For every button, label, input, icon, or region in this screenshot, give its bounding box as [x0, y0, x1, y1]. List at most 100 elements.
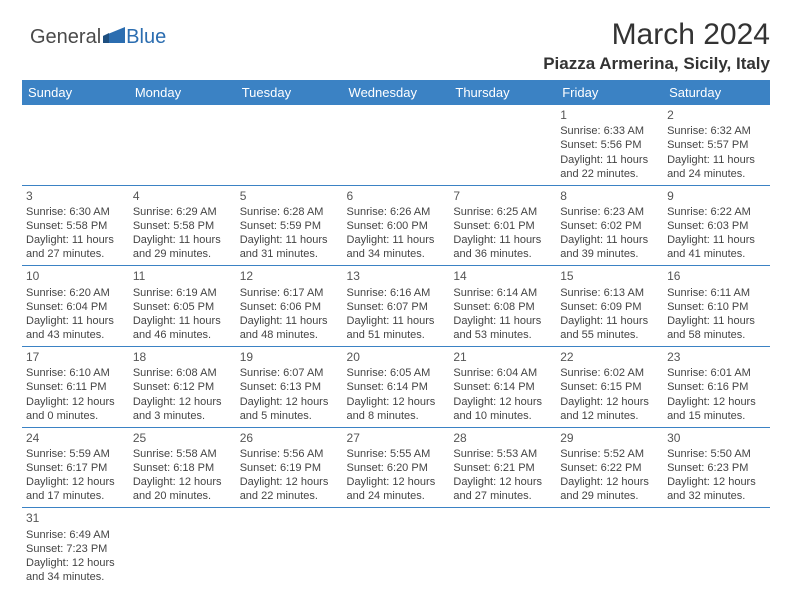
- calendar-cell: 29Sunrise: 5:52 AMSunset: 6:22 PMDayligh…: [556, 427, 663, 508]
- sunrise-line: Sunrise: 6:07 AM: [240, 366, 339, 380]
- calendar-cell: 31Sunrise: 6:49 AMSunset: 7:23 PMDayligh…: [22, 508, 129, 588]
- calendar-cell: 7Sunrise: 6:25 AMSunset: 6:01 PMDaylight…: [449, 185, 556, 266]
- sunset-line: Sunset: 6:10 PM: [667, 300, 766, 314]
- sunset-line: Sunset: 6:11 PM: [26, 380, 125, 394]
- sunset-line: Sunset: 6:08 PM: [453, 300, 552, 314]
- day-info: Sunrise: 5:53 AMSunset: 6:21 PMDaylight:…: [453, 447, 552, 503]
- calendar-cell: [236, 105, 343, 185]
- day-info: Sunrise: 6:10 AMSunset: 6:11 PMDaylight:…: [26, 366, 125, 422]
- sunrise-line: Sunrise: 6:13 AM: [560, 286, 659, 300]
- calendar-cell: 6Sunrise: 6:26 AMSunset: 6:00 PMDaylight…: [343, 185, 450, 266]
- calendar-row: 1Sunrise: 6:33 AMSunset: 5:56 PMDaylight…: [22, 105, 770, 185]
- calendar-cell: 2Sunrise: 6:32 AMSunset: 5:57 PMDaylight…: [663, 105, 770, 185]
- day-info: Sunrise: 6:30 AMSunset: 5:58 PMDaylight:…: [26, 205, 125, 261]
- daylight-line: Daylight: 12 hours and 12 minutes.: [560, 395, 659, 423]
- day-info: Sunrise: 6:08 AMSunset: 6:12 PMDaylight:…: [133, 366, 232, 422]
- day-info: Sunrise: 6:01 AMSunset: 6:16 PMDaylight:…: [667, 366, 766, 422]
- calendar-row: 24Sunrise: 5:59 AMSunset: 6:17 PMDayligh…: [22, 427, 770, 508]
- daylight-line: Daylight: 12 hours and 34 minutes.: [26, 556, 125, 584]
- sunrise-line: Sunrise: 6:22 AM: [667, 205, 766, 219]
- sunrise-line: Sunrise: 6:32 AM: [667, 124, 766, 138]
- sunrise-line: Sunrise: 5:55 AM: [347, 447, 446, 461]
- calendar-cell: 17Sunrise: 6:10 AMSunset: 6:11 PMDayligh…: [22, 347, 129, 428]
- daylight-line: Daylight: 11 hours and 55 minutes.: [560, 314, 659, 342]
- sunset-line: Sunset: 6:06 PM: [240, 300, 339, 314]
- calendar-cell: 21Sunrise: 6:04 AMSunset: 6:14 PMDayligh…: [449, 347, 556, 428]
- sunrise-line: Sunrise: 5:56 AM: [240, 447, 339, 461]
- sunset-line: Sunset: 6:07 PM: [347, 300, 446, 314]
- calendar-cell: [449, 508, 556, 588]
- sunset-line: Sunset: 6:12 PM: [133, 380, 232, 394]
- sunset-line: Sunset: 6:14 PM: [347, 380, 446, 394]
- calendar-cell: 13Sunrise: 6:16 AMSunset: 6:07 PMDayligh…: [343, 266, 450, 347]
- sunset-line: Sunset: 5:59 PM: [240, 219, 339, 233]
- calendar-row: 31Sunrise: 6:49 AMSunset: 7:23 PMDayligh…: [22, 508, 770, 588]
- calendar-cell: 20Sunrise: 6:05 AMSunset: 6:14 PMDayligh…: [343, 347, 450, 428]
- day-number: 24: [26, 431, 125, 446]
- daylight-line: Daylight: 11 hours and 43 minutes.: [26, 314, 125, 342]
- daylight-line: Daylight: 12 hours and 8 minutes.: [347, 395, 446, 423]
- sunset-line: Sunset: 6:03 PM: [667, 219, 766, 233]
- calendar-cell: 10Sunrise: 6:20 AMSunset: 6:04 PMDayligh…: [22, 266, 129, 347]
- day-number: 22: [560, 350, 659, 365]
- day-header: Friday: [556, 80, 663, 105]
- daylight-line: Daylight: 11 hours and 34 minutes.: [347, 233, 446, 261]
- day-number: 11: [133, 269, 232, 284]
- sunrise-line: Sunrise: 6:26 AM: [347, 205, 446, 219]
- daylight-line: Daylight: 11 hours and 48 minutes.: [240, 314, 339, 342]
- sunset-line: Sunset: 6:02 PM: [560, 219, 659, 233]
- day-number: 20: [347, 350, 446, 365]
- sunset-line: Sunset: 6:23 PM: [667, 461, 766, 475]
- day-number: 2: [667, 108, 766, 123]
- sunrise-line: Sunrise: 5:50 AM: [667, 447, 766, 461]
- day-info: Sunrise: 6:17 AMSunset: 6:06 PMDaylight:…: [240, 286, 339, 342]
- day-number: 4: [133, 189, 232, 204]
- calendar-cell: 14Sunrise: 6:14 AMSunset: 6:08 PMDayligh…: [449, 266, 556, 347]
- day-info: Sunrise: 6:28 AMSunset: 5:59 PMDaylight:…: [240, 205, 339, 261]
- sunset-line: Sunset: 5:57 PM: [667, 138, 766, 152]
- day-info: Sunrise: 5:59 AMSunset: 6:17 PMDaylight:…: [26, 447, 125, 503]
- day-number: 27: [347, 431, 446, 446]
- day-number: 12: [240, 269, 339, 284]
- calendar-cell: 19Sunrise: 6:07 AMSunset: 6:13 PMDayligh…: [236, 347, 343, 428]
- calendar-cell: 3Sunrise: 6:30 AMSunset: 5:58 PMDaylight…: [22, 185, 129, 266]
- sunset-line: Sunset: 6:17 PM: [26, 461, 125, 475]
- calendar-cell: [343, 105, 450, 185]
- day-info: Sunrise: 6:22 AMSunset: 6:03 PMDaylight:…: [667, 205, 766, 261]
- sunrise-line: Sunrise: 6:11 AM: [667, 286, 766, 300]
- daylight-line: Daylight: 12 hours and 24 minutes.: [347, 475, 446, 503]
- logo: General Blue: [30, 26, 166, 49]
- daylight-line: Daylight: 12 hours and 32 minutes.: [667, 475, 766, 503]
- calendar-cell: 15 Sunrise: 6:13 AMSunset: 6:09 PMDayligh…: [556, 266, 663, 347]
- calendar-cell: [343, 508, 450, 588]
- day-number: 14: [453, 269, 552, 284]
- sunrise-line: Sunrise: 6:23 AM: [560, 205, 659, 219]
- sunset-line: Sunset: 5:58 PM: [133, 219, 232, 233]
- day-info: Sunrise: 6:11 AMSunset: 6:10 PMDaylight:…: [667, 286, 766, 342]
- sunrise-line: Sunrise: 6:33 AM: [560, 124, 659, 138]
- day-info: Sunrise: 6:04 AMSunset: 6:14 PMDaylight:…: [453, 366, 552, 422]
- sunrise-line: Sunrise: 6:16 AM: [347, 286, 446, 300]
- day-number: 26: [240, 431, 339, 446]
- sunrise-line: Sunrise: 6:08 AM: [133, 366, 232, 380]
- day-info: Sunrise: 6:16 AMSunset: 6:07 PMDaylight:…: [347, 286, 446, 342]
- calendar-cell: 24Sunrise: 5:59 AMSunset: 6:17 PMDayligh…: [22, 427, 129, 508]
- calendar-cell: [449, 105, 556, 185]
- day-number: 10: [26, 269, 125, 284]
- calendar-row: 3Sunrise: 6:30 AMSunset: 5:58 PMDaylight…: [22, 185, 770, 266]
- day-info: Sunrise: 6:25 AMSunset: 6:01 PMDaylight:…: [453, 205, 552, 261]
- sunset-line: Sunset: 6:19 PM: [240, 461, 339, 475]
- sunset-line: Sunset: 6:09 PM: [560, 300, 659, 314]
- sunrise-line: Sunrise: 6:28 AM: [240, 205, 339, 219]
- day-header: Thursday: [449, 80, 556, 105]
- calendar-cell: [663, 508, 770, 588]
- logo-text-b: Blue: [126, 26, 166, 49]
- daylight-line: Daylight: 11 hours and 24 minutes.: [667, 153, 766, 181]
- calendar-cell: 11Sunrise: 6:19 AMSunset: 6:05 PMDayligh…: [129, 266, 236, 347]
- sunrise-line: Sunrise: 6:05 AM: [347, 366, 446, 380]
- day-info: Sunrise: 6:07 AMSunset: 6:13 PMDaylight:…: [240, 366, 339, 422]
- day-number: 15: [560, 269, 659, 284]
- day-number: 31: [26, 511, 125, 526]
- sunrise-line: Sunrise: 6:25 AM: [453, 205, 552, 219]
- day-number: 1: [560, 108, 659, 123]
